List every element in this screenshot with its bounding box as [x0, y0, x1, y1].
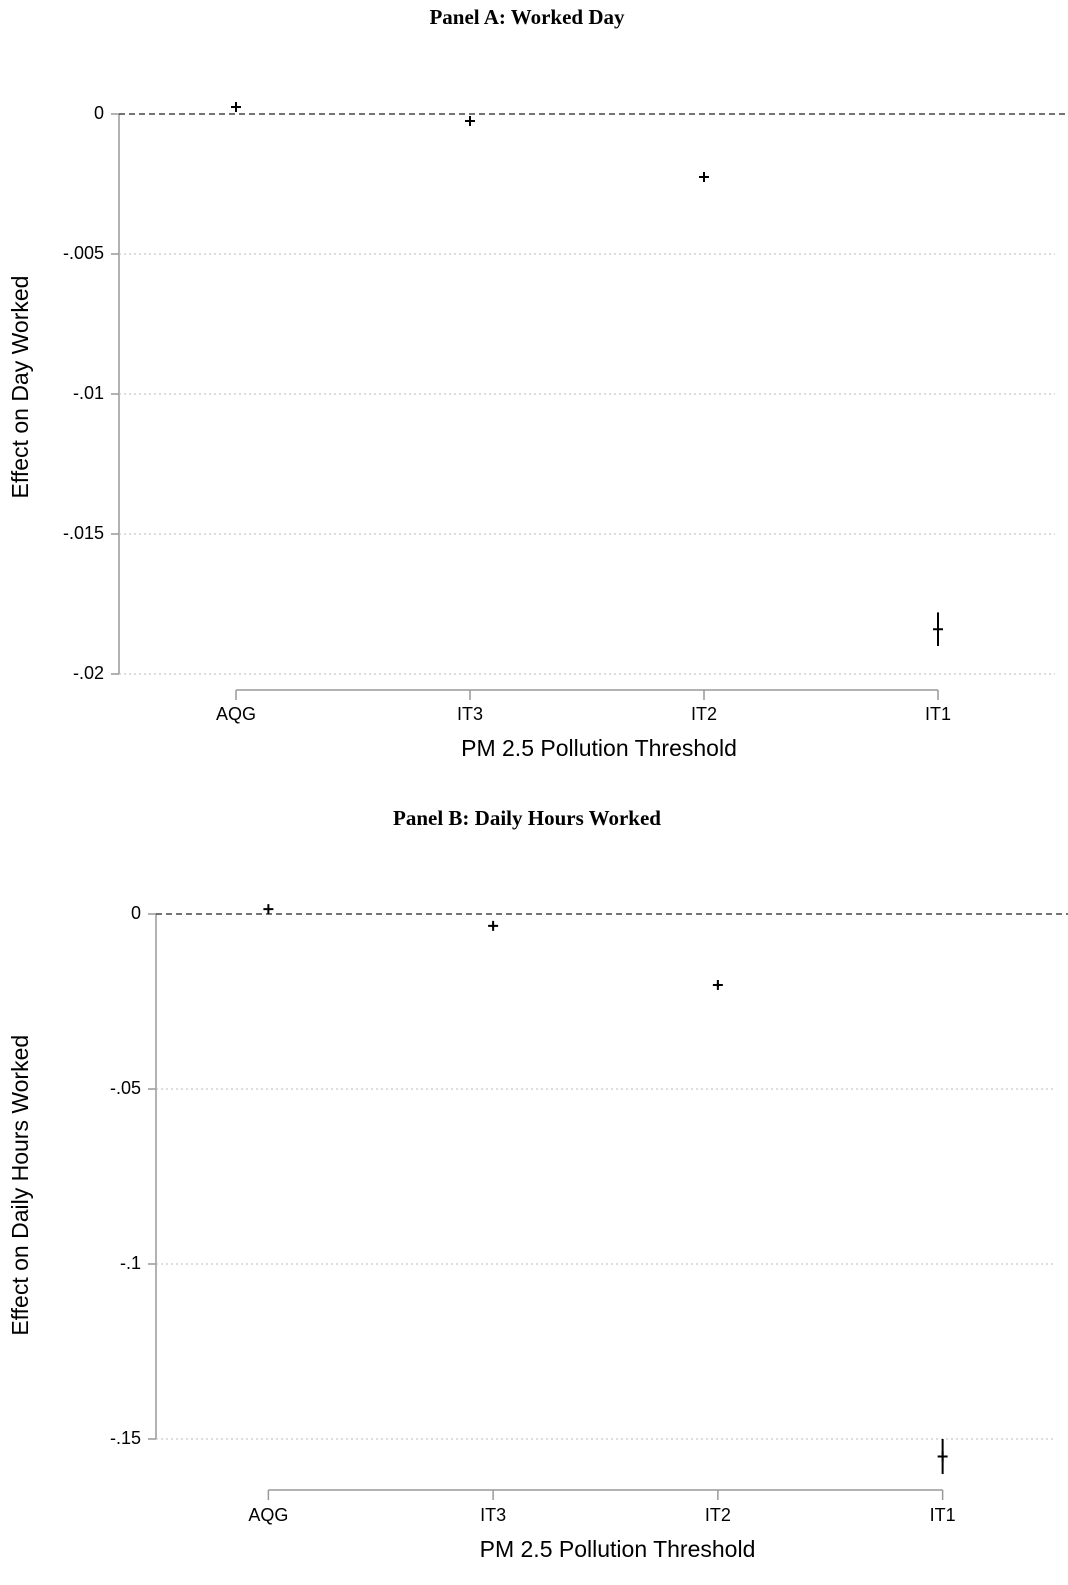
x-tick-label: IT3 — [480, 1505, 506, 1525]
x-tick-label: IT3 — [457, 704, 483, 724]
chart-title: Panel A: Worked Day — [429, 5, 625, 29]
y-tick-label: -.01 — [73, 383, 104, 403]
x-axis-title: PM 2.5 Pollution Threshold — [480, 1536, 756, 1562]
x-tick-label: IT1 — [925, 704, 951, 724]
x-tick-label: AQG — [248, 1505, 288, 1525]
y-tick-label: -.02 — [73, 663, 104, 683]
point-marker — [488, 920, 499, 931]
y-tick-label: 0 — [131, 903, 141, 923]
point-marker — [465, 116, 475, 126]
y-axis-title: Effect on Daily Hours Worked — [7, 1035, 33, 1336]
point-marker — [263, 904, 274, 915]
x-tick-label: IT2 — [705, 1505, 731, 1525]
point-marker — [231, 102, 241, 112]
y-tick-label: -.015 — [63, 523, 104, 543]
x-tick-label: IT2 — [691, 704, 717, 724]
point-marker — [937, 1451, 948, 1462]
point-marker — [699, 172, 709, 182]
point-marker — [933, 624, 943, 635]
y-axis-title: Effect on Day Worked — [7, 276, 33, 499]
point-marker — [712, 980, 723, 991]
y-tick-label: -.005 — [63, 243, 104, 263]
x-tick-label: AQG — [216, 704, 256, 724]
y-tick-label: -.1 — [120, 1253, 141, 1273]
y-tick-label: -.15 — [110, 1428, 141, 1448]
y-tick-label: -.05 — [110, 1078, 141, 1098]
x-tick-label: IT1 — [930, 1505, 956, 1525]
chart-title: Panel B: Daily Hours Worked — [393, 806, 661, 830]
x-axis-title: PM 2.5 Pollution Threshold — [461, 735, 737, 761]
y-tick-label: 0 — [94, 103, 104, 123]
